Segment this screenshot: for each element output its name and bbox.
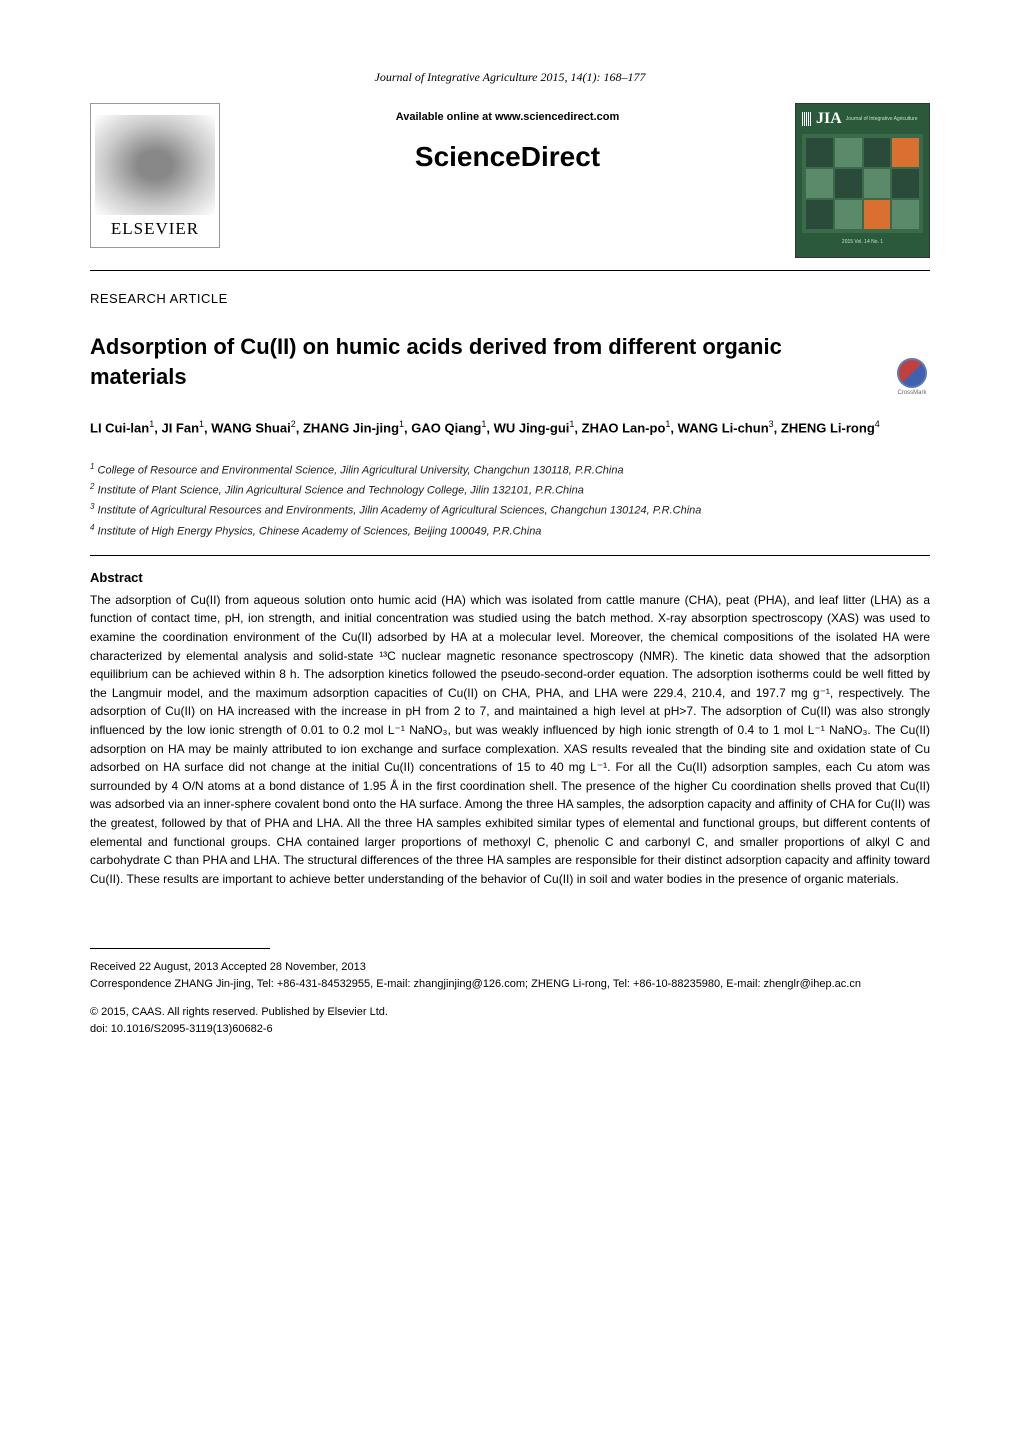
abstract-text: The adsorption of Cu(II) from aqueous so… [90, 591, 930, 889]
sciencedirect-label: ScienceDirect [240, 141, 775, 173]
jia-label: JIA [816, 110, 842, 128]
authors-list: LI Cui-lan1, JI Fan1, WANG Shuai2, ZHANG… [90, 417, 930, 439]
copyright-block: © 2015, CAAS. All rights reserved. Publi… [90, 1004, 930, 1037]
crossmark-label: CrossMark [897, 390, 926, 396]
affiliations-list: 1 College of Resource and Environmental … [90, 460, 930, 541]
jia-issue-info: 2015 Vol. 14 No. 1 [802, 233, 923, 251]
elsevier-tree-illustration [95, 115, 215, 215]
elsevier-logo: ELSEVIER [90, 103, 220, 248]
elsevier-label: ELSEVIER [111, 215, 199, 247]
divider-footer [90, 948, 270, 949]
jia-barcode-icon [802, 112, 812, 126]
doi-line: doi: 10.1016/S2095-3119(13)60682-6 [90, 1021, 930, 1038]
affiliation-1: 1 College of Resource and Environmental … [90, 460, 930, 480]
top-header-section: ELSEVIER Available online at www.science… [90, 103, 930, 258]
copyright-line: © 2015, CAAS. All rights reserved. Publi… [90, 1004, 930, 1021]
title-row: Adsorption of Cu(II) on humic acids deri… [90, 332, 930, 417]
center-header: Available online at www.sciencedirect.co… [240, 103, 775, 173]
divider-top [90, 270, 930, 271]
jia-cover-header: JIA Journal of Integrative Agriculture [802, 110, 923, 128]
crossmark-badge[interactable]: CrossMark [894, 358, 930, 402]
article-type: RESEARCH ARTICLE [90, 291, 930, 306]
available-online-text: Available online at www.sciencedirect.co… [240, 111, 775, 123]
affiliation-4: 4 Institute of High Energy Physics, Chin… [90, 521, 930, 541]
jia-subtitle: Journal of Integrative Agriculture [846, 116, 918, 122]
abstract-label: Abstract [90, 570, 930, 585]
received-accepted: Received 22 August, 2013 Accepted 28 Nov… [90, 959, 930, 976]
article-title: Adsorption of Cu(II) on humic acids deri… [90, 332, 884, 391]
correspondence-info: Correspondence ZHANG Jin-jing, Tel: +86-… [90, 976, 930, 993]
journal-citation: Journal of Integrative Agriculture 2015,… [90, 70, 930, 85]
affiliation-2: 2 Institute of Plant Science, Jilin Agri… [90, 480, 930, 500]
jia-cover-grid [802, 134, 923, 233]
affiliation-3: 3 Institute of Agricultural Resources an… [90, 500, 930, 520]
crossmark-icon [897, 358, 927, 388]
jia-cover-thumbnail: JIA Journal of Integrative Agriculture 2… [795, 103, 930, 258]
footer-info: Received 22 August, 2013 Accepted 28 Nov… [90, 959, 930, 992]
divider-mid [90, 555, 930, 556]
